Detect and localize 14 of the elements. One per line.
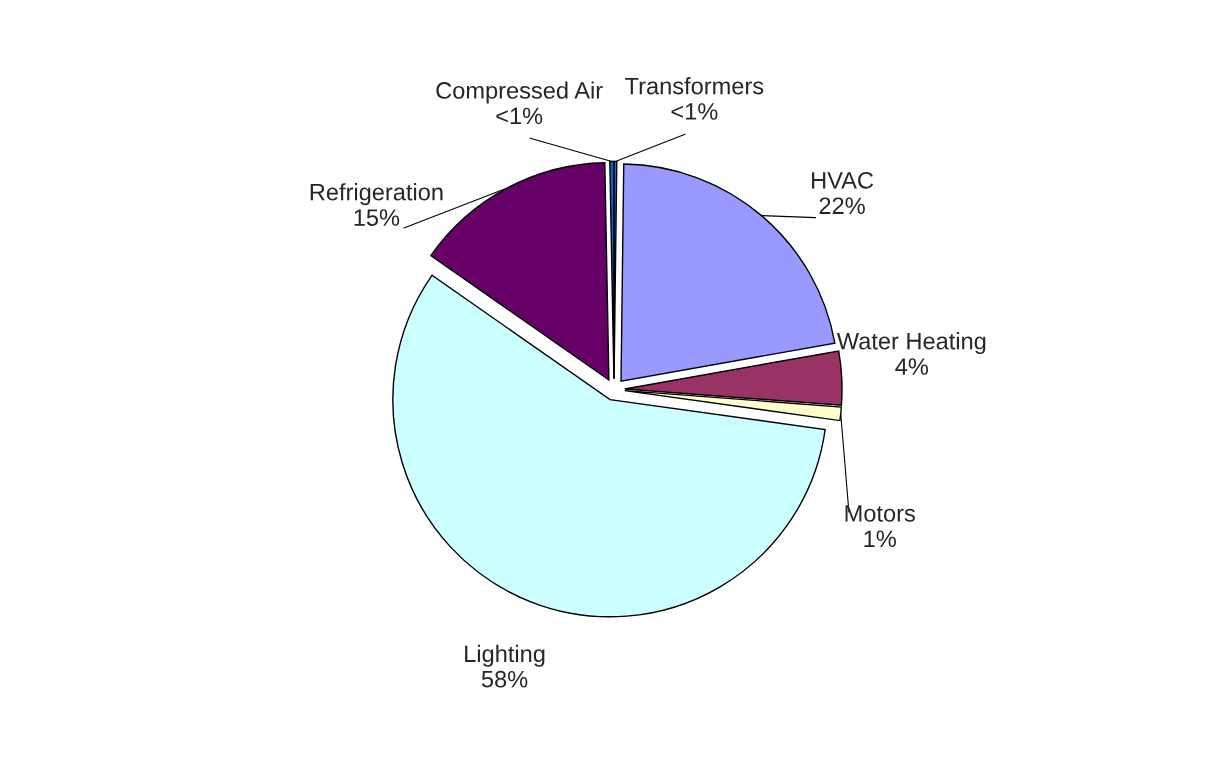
data-label: 58% — [481, 670, 528, 688]
slice-label: Compressed Air — [436, 81, 603, 104]
data-label: <1% — [671, 103, 718, 120]
data-label: 4% — [895, 358, 929, 375]
data-label: 22% — [819, 197, 865, 215]
slice-label: Motors — [845, 505, 915, 522]
slice-label: Water Heating — [836, 332, 986, 355]
slice-label: HVAC — [812, 171, 874, 189]
data-label: <1% — [496, 107, 543, 125]
data-label: 15% — [354, 209, 400, 226]
slice-label: Transformers — [625, 77, 764, 95]
data-label: 1% — [864, 530, 896, 548]
slice-label: Lighting — [465, 644, 545, 667]
slice-label: Refrigeration — [310, 183, 443, 206]
